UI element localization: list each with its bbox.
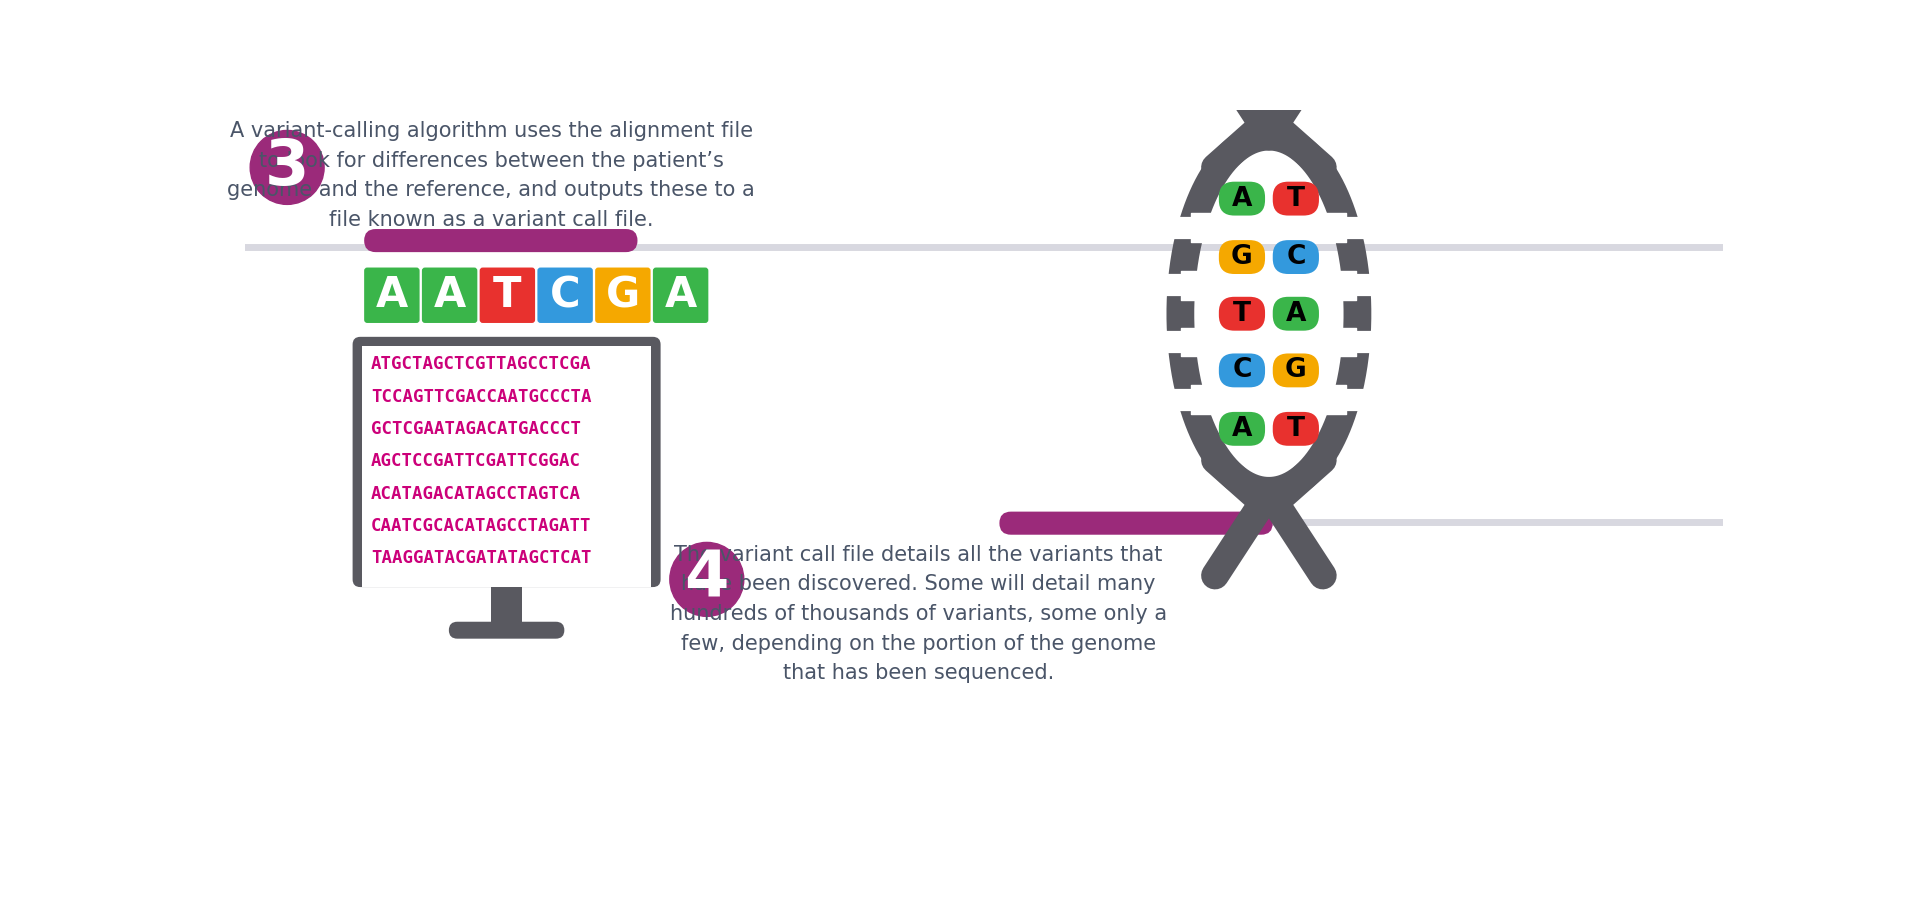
Circle shape — [670, 542, 743, 616]
Text: C: C — [1286, 244, 1306, 270]
FancyBboxPatch shape — [1219, 182, 1265, 216]
Text: CAATCGCACATAGCCTAGATT: CAATCGCACATAGCCTAGATT — [371, 517, 591, 535]
Text: A variant-calling algorithm uses the alignment file
to look for differences betw: A variant-calling algorithm uses the ali… — [227, 122, 755, 230]
FancyBboxPatch shape — [1219, 412, 1265, 446]
Text: A: A — [1233, 186, 1252, 212]
Text: 3: 3 — [265, 136, 309, 198]
FancyBboxPatch shape — [1273, 240, 1319, 274]
Text: The variant call file details all the variants that
have been discovered. Some w: The variant call file details all the va… — [670, 545, 1167, 683]
Text: 4: 4 — [685, 548, 730, 611]
Text: AGCTCCGATTCGATTCGGAC: AGCTCCGATTCGATTCGGAC — [371, 452, 582, 471]
FancyBboxPatch shape — [595, 268, 651, 323]
FancyBboxPatch shape — [1273, 412, 1319, 446]
Text: TCCAGTTCGACCAATGCCCTA: TCCAGTTCGACCAATGCCCTA — [371, 388, 591, 406]
Bar — [361, 346, 651, 587]
Text: G: G — [1231, 244, 1254, 270]
Text: ACATAGACATAGCCTAGTCA: ACATAGACATAGCCTAGTCA — [371, 484, 582, 503]
FancyBboxPatch shape — [1273, 297, 1319, 331]
Text: C: C — [549, 274, 580, 316]
Circle shape — [250, 131, 324, 205]
FancyBboxPatch shape — [365, 229, 637, 252]
Text: G: G — [605, 274, 639, 316]
Text: A: A — [1233, 416, 1252, 441]
Text: T: T — [493, 274, 522, 316]
FancyBboxPatch shape — [653, 268, 708, 323]
FancyBboxPatch shape — [449, 622, 564, 639]
FancyBboxPatch shape — [1273, 182, 1319, 216]
Text: G: G — [1284, 357, 1308, 383]
Text: A: A — [1286, 301, 1306, 326]
FancyBboxPatch shape — [353, 337, 660, 587]
FancyBboxPatch shape — [1000, 512, 1273, 535]
FancyBboxPatch shape — [1273, 354, 1319, 388]
Text: C: C — [1233, 357, 1252, 383]
Text: GCTCGAATAGACATGACCCT: GCTCGAATAGACATGACCCT — [371, 420, 582, 438]
Text: TAAGGATACGATATAGCTCAT: TAAGGATACGATATAGCTCAT — [371, 549, 591, 568]
FancyBboxPatch shape — [480, 268, 536, 323]
Text: A: A — [434, 274, 467, 316]
Text: T: T — [1286, 416, 1306, 441]
Text: T: T — [1286, 186, 1306, 212]
Text: ATGCTAGCTCGTTAGCCTCGA: ATGCTAGCTCGTTAGCCTCGA — [371, 356, 591, 373]
Bar — [492, 587, 522, 622]
FancyBboxPatch shape — [1219, 240, 1265, 274]
FancyBboxPatch shape — [1219, 297, 1265, 331]
FancyBboxPatch shape — [365, 268, 420, 323]
FancyBboxPatch shape — [538, 268, 593, 323]
Text: T: T — [1233, 301, 1252, 326]
Text: A: A — [664, 274, 697, 316]
FancyBboxPatch shape — [1219, 354, 1265, 388]
FancyBboxPatch shape — [422, 268, 478, 323]
Text: A: A — [376, 274, 407, 316]
